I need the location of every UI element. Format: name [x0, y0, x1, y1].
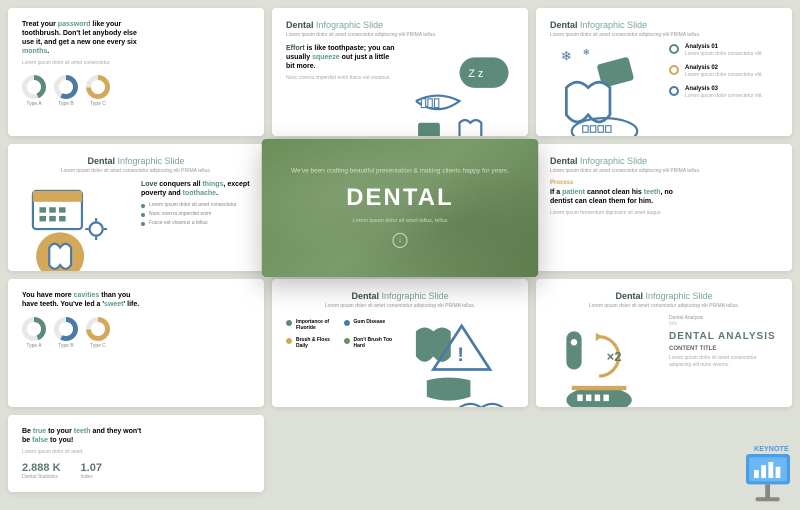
keynote-app-icon: KEYNOTE [730, 430, 800, 510]
tooth-warning-icon: ! [405, 315, 514, 407]
center-sub: Lorem ipsum dolor sit amet tellus, tellu… [353, 217, 448, 223]
donut-a [22, 317, 46, 341]
tooth-snow-icon: ❄ ❄ [550, 44, 659, 136]
topic-brush: Brush & Floss Daily [286, 337, 338, 349]
teeth-sleep-icon: Z z [405, 44, 514, 136]
donut-c [86, 317, 110, 341]
slide-topics: Dental Infographic Slide Lorem ipsum dol… [272, 279, 528, 407]
slide-analysis: Dental Infographic Slide Lorem ipsum dol… [536, 8, 792, 136]
svg-text:❄: ❄ [561, 48, 572, 63]
donut-a [22, 75, 46, 99]
slide-title-card: We've been crafting beautiful presentati… [262, 138, 538, 276]
svg-text:Z z: Z z [468, 68, 483, 80]
svg-text:KEYNOTE: KEYNOTE [754, 444, 789, 453]
download-icon[interactable] [392, 232, 407, 247]
analysis-02: Analysis 02Lorem ipsum dolor consectetur… [669, 65, 778, 78]
topic-gum: Gum Disease [344, 319, 396, 331]
slide-patient: Dental Infographic Slide Lorem ipsum dol… [536, 144, 792, 272]
quote: You have more cavities than you have tee… [22, 291, 147, 309]
brush-rotate-icon: ×2 [550, 315, 659, 407]
slide-title: Dental Infographic Slide [286, 20, 514, 30]
donut-c [86, 75, 110, 99]
stat-2: 1.07Index [81, 462, 102, 480]
slide-password: Treat your password like your toothbrush… [8, 8, 264, 136]
tagline: We've been crafting beautiful presentati… [291, 167, 509, 173]
main-title: DENTAL [346, 183, 454, 211]
topic-hard: Don't Brush Too Hard [344, 337, 396, 349]
slide-true-teeth: Be true to your teeth and they won't be … [8, 415, 264, 492]
slide-love: Dental Infographic Slide Lorem ipsum dol… [8, 144, 264, 272]
calendar-tooth-icon [22, 180, 131, 272]
slide-dental-analysis: Dental Infographic Slide Lorem ipsum dol… [536, 279, 792, 407]
quote: Effort is like toothpaste; you can usual… [286, 44, 395, 71]
quote: Treat your password like your toothbrush… [22, 20, 147, 56]
body-text: Lorem ipsum dolor sit amet consectetur. [22, 60, 147, 67]
svg-text:×2: ×2 [607, 349, 622, 364]
donut-row: Type A Type B Type C [22, 75, 147, 107]
svg-text:!: ! [457, 344, 464, 366]
stat-1: 2.888 KDental Statistics [22, 462, 61, 480]
analysis-title: DENTAL ANALYSIS [669, 331, 778, 342]
topic-fluoride: Importance of Fluoride [286, 319, 338, 331]
donut-b [54, 317, 78, 341]
donut-b [54, 75, 78, 99]
analysis-01: Analysis 01Lorem ipsum dolor consectetur… [669, 44, 778, 57]
slide-title: Dental Infographic Slide [550, 20, 778, 30]
slide-effort: Dental Infographic Slide Lorem ipsum dol… [272, 8, 528, 136]
slide-cavities: You have more cavities than you have tee… [8, 279, 264, 407]
quote: If a patient cannot clean his teeth, no … [550, 188, 687, 206]
svg-text:❄: ❄ [583, 47, 590, 57]
quote: Be true to your teeth and they won't be … [22, 427, 147, 445]
quote: Love conquers all things, except poverty… [141, 180, 250, 198]
analysis-03: Analysis 03Lorem ipsum dolor consectetur… [669, 86, 778, 99]
